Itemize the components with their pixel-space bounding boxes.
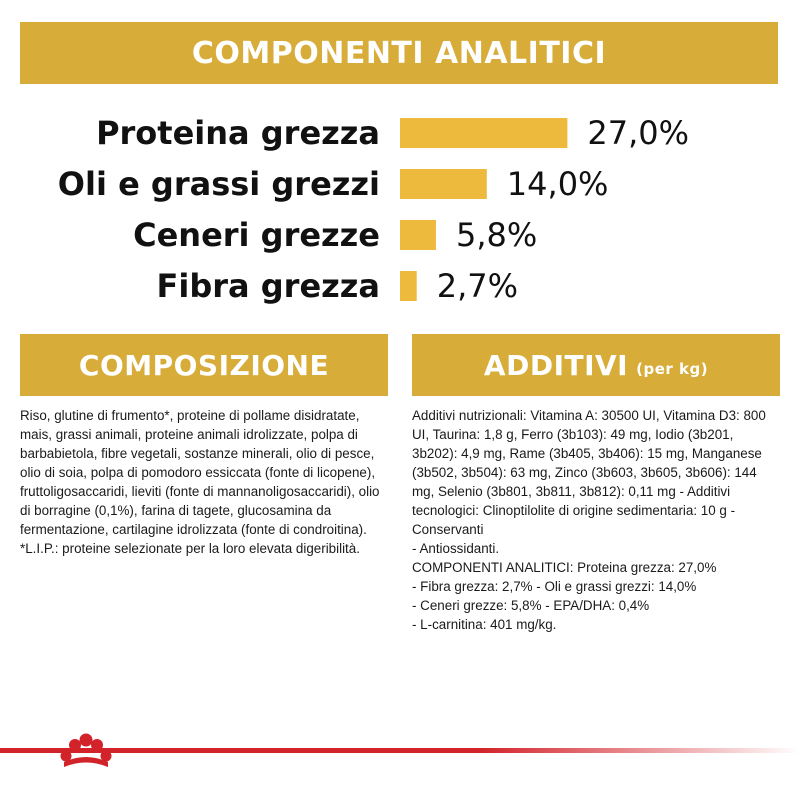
footer-red-line <box>0 748 800 753</box>
header-banner: COMPONENTI ANALITICI <box>20 22 778 84</box>
additivi-subtitle: (per kg) <box>636 360 709 378</box>
additivi-banner: ADDITIVI (per kg) <box>412 334 780 396</box>
value-label: 14,0% <box>507 165 609 203</box>
value-label: 5,8% <box>456 216 537 254</box>
category-label: Ceneri grezze <box>133 216 380 254</box>
bar <box>400 118 568 148</box>
category-label: Oli e grassi grezzi <box>58 165 380 203</box>
category-label: Proteina grezza <box>96 114 380 152</box>
header-title: COMPONENTI ANALITICI <box>191 35 607 71</box>
bar <box>400 271 417 301</box>
additivi-text: Additivi nutrizionali: Vitamina A: 30500… <box>412 408 766 632</box>
composizione-banner: COMPOSIZIONE <box>20 334 388 396</box>
composizione-title: COMPOSIZIONE <box>78 348 330 382</box>
royal-canin-crown-icon <box>60 733 112 767</box>
category-label: Fibra grezza <box>157 267 380 305</box>
analytic-components-chart: Proteina grezza 27,0% Oli e grassi grezzi 1… <box>58 114 689 305</box>
additivi-title: ADDITIVI <box>483 348 629 382</box>
value-label: 27,0% <box>587 114 689 152</box>
bar <box>400 169 487 199</box>
value-label: 2,7% <box>437 267 518 305</box>
composizione-text: Riso, glutine di frumento*, proteine di … <box>20 408 380 556</box>
bar <box>400 220 436 250</box>
